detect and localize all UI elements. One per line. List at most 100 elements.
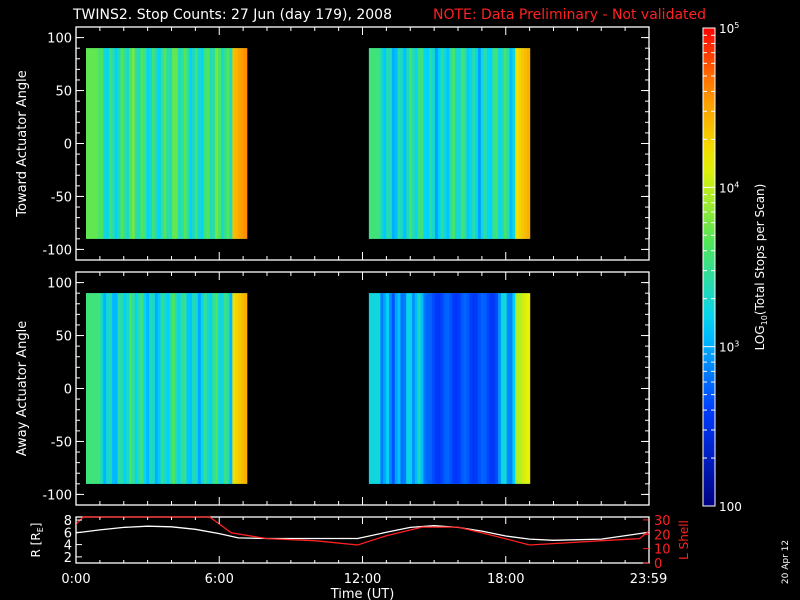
x-tick-label: 18:00 xyxy=(487,572,524,587)
y-axis-label: Away Actuator Angle xyxy=(15,321,30,456)
heatmap-streak xyxy=(146,293,150,484)
y-tick-label: 50 xyxy=(55,330,72,345)
heatmap-streak xyxy=(374,293,379,484)
heatmap-streak xyxy=(374,48,379,239)
heatmap-streak xyxy=(406,293,410,484)
heatmap-streak xyxy=(383,48,387,239)
heatmap-streak xyxy=(126,293,130,484)
heatmap-streak xyxy=(411,293,416,484)
heatmap-streak xyxy=(446,48,450,239)
heatmap-streak xyxy=(391,293,396,484)
heatmap-streak xyxy=(183,48,188,239)
heatmap-streak xyxy=(515,48,519,239)
heatmap-streak xyxy=(131,48,136,239)
heatmap-streak xyxy=(389,293,393,484)
heatmap-streak xyxy=(469,48,473,239)
heatmap-streak xyxy=(226,48,231,239)
heatmap-streak xyxy=(466,48,470,239)
heatmap-streak xyxy=(403,48,407,239)
heatmap-streak xyxy=(521,48,525,239)
left-y-tick-label: 2 xyxy=(64,551,72,566)
heatmap-streak xyxy=(129,293,133,484)
heatmap-streak xyxy=(88,293,93,484)
colorbar-tick-label: 100 xyxy=(719,500,742,514)
x-axis-label: Time (UT) xyxy=(330,587,395,600)
heatmap-streak xyxy=(195,48,199,239)
right-y-tick-label: 30 xyxy=(654,514,671,529)
heatmap-streak xyxy=(477,293,482,484)
heatmap-streak xyxy=(397,293,402,484)
heatmap-streak xyxy=(86,48,90,239)
heatmap-streak xyxy=(218,293,222,484)
heatmap-streak xyxy=(203,48,208,239)
heatmap-streak xyxy=(463,48,468,239)
left-y-tick-label: 6 xyxy=(64,526,72,541)
heatmap-streak xyxy=(200,293,205,484)
x-tick-label: 6:00 xyxy=(205,572,234,587)
y-tick-label: -100 xyxy=(42,488,72,503)
heatmap-streak xyxy=(94,293,99,484)
heatmap-streak xyxy=(452,48,456,239)
heatmap-streak xyxy=(106,48,110,239)
heatmap-streak xyxy=(212,48,216,239)
heatmap-streak xyxy=(417,48,422,239)
toward-heatmap-panel: 100 50 0 -50 -100 Toward Actuator Angle xyxy=(15,26,650,261)
heatmap-streak xyxy=(449,48,453,239)
heatmap-streak xyxy=(475,293,479,484)
heatmap-streak xyxy=(220,293,225,484)
heatmap-streak xyxy=(434,293,439,484)
heatmap-streak xyxy=(486,293,491,484)
preliminary-note: NOTE: Data Preliminary - Not validated xyxy=(433,7,707,23)
heatmap-streak xyxy=(434,48,439,239)
heatmap-streak xyxy=(100,293,104,484)
away-heatmap-panel: 100 50 0 -50 -100 Away Actuator Angle xyxy=(15,271,650,506)
heatmap-streak xyxy=(455,48,459,239)
heatmap-streak xyxy=(426,48,430,239)
heatmap-streak xyxy=(457,48,462,239)
heatmap-streak xyxy=(414,293,419,484)
heatmap-streak xyxy=(518,293,522,484)
heatmap-streak xyxy=(177,48,182,239)
heatmap-streak xyxy=(163,293,167,484)
heatmap-streak xyxy=(169,48,173,239)
heatmap-streak xyxy=(423,293,427,484)
heatmap-streak xyxy=(180,293,185,484)
heatmap-streak xyxy=(500,293,505,484)
heatmap-streak xyxy=(480,293,485,484)
heatmap-streak xyxy=(106,293,110,484)
y-tick-label: -50 xyxy=(51,435,72,450)
heatmap-streak xyxy=(103,293,107,484)
heatmap-streak xyxy=(108,293,113,484)
heatmap-streak xyxy=(503,293,508,484)
colorbar-label: LOG10(Total Stops per Scan) xyxy=(753,184,769,351)
heatmap-streak xyxy=(512,48,516,239)
heatmap-streak xyxy=(466,293,470,484)
heatmap-streak xyxy=(140,293,144,484)
heatmap-streak xyxy=(126,48,130,239)
heatmap-streak xyxy=(498,293,502,484)
heatmap-streak xyxy=(154,48,159,239)
heatmap-streak xyxy=(432,48,436,239)
heatmap-streak xyxy=(446,293,450,484)
heatmap-streak xyxy=(169,293,173,484)
heatmap-streak xyxy=(140,48,144,239)
heatmap-streak xyxy=(489,48,493,239)
heatmap-streak xyxy=(394,293,399,484)
heatmap-streak xyxy=(174,48,179,239)
x-tick-label: 23:59 xyxy=(630,572,667,587)
heatmap-streak xyxy=(475,48,479,239)
heatmap-streak xyxy=(209,293,213,484)
left-y-axis-label: R [RE] xyxy=(29,523,45,558)
heatmap-streak xyxy=(243,293,248,484)
heatmap-streak xyxy=(206,293,210,484)
heatmap-streak xyxy=(229,48,233,239)
heatmap-streak xyxy=(146,48,150,239)
right-y-tick-label: 10 xyxy=(654,543,671,558)
side-date-stamp: 20 Apr 12 xyxy=(781,540,791,584)
colorbar-tick-label: 105 xyxy=(719,21,739,36)
heatmap-streak xyxy=(186,48,190,239)
heatmap-streak xyxy=(129,48,133,239)
heatmap-streak xyxy=(206,48,210,239)
